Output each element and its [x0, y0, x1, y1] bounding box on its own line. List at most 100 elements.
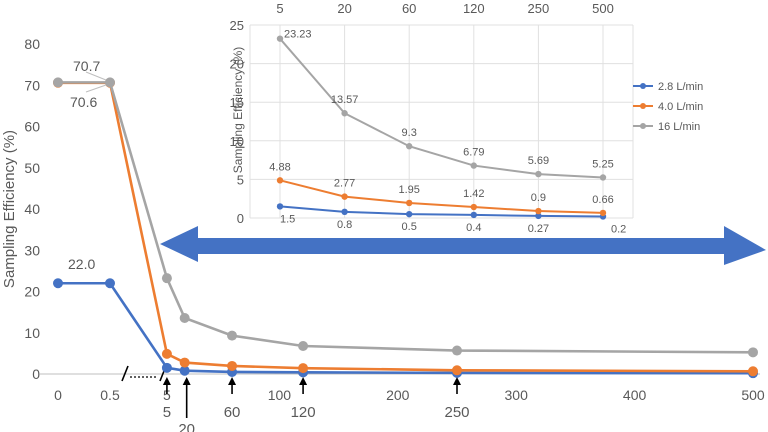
inset-data-label: 0.66	[592, 194, 613, 206]
leader-line	[85, 84, 107, 93]
inset-data-label: 0.5	[402, 221, 417, 233]
inset-y-axis-title: Sampling Efficiency (%)	[231, 47, 245, 174]
inset-x-tick-label: 20	[337, 1, 351, 16]
inset-series-point-0	[341, 208, 348, 216]
x-tick-label: 200	[386, 387, 410, 403]
mark-arrow-label: 5	[163, 404, 171, 421]
series-point-1	[452, 365, 462, 376]
inset-data-label: 0.27	[528, 223, 549, 235]
inset-data-label: 2.77	[334, 178, 355, 190]
inset-series-point-1	[470, 203, 477, 211]
series-line-2	[58, 81, 754, 354]
inset-data-label: 5.69	[528, 155, 549, 167]
inset-data-label: 0.8	[337, 219, 352, 231]
series-line-1	[58, 81, 754, 373]
inset-x-tick-label: 60	[402, 1, 416, 16]
mark-arrow-label: 20	[178, 421, 195, 432]
inset-data-label: 0.2	[611, 223, 626, 235]
series-point-2	[748, 347, 758, 358]
x-tick-label: 0	[54, 387, 62, 403]
mark-arrow-label: 60	[224, 404, 241, 421]
inset-series-point-2	[535, 170, 542, 178]
series-point-0	[161, 362, 172, 373]
inset-series-point-0	[535, 212, 542, 220]
inset-data-label: 1.42	[463, 188, 484, 200]
inset-series-point-0	[470, 211, 477, 219]
mark-arrow-label: 120	[291, 404, 316, 421]
y-tick-label: 10	[24, 325, 40, 341]
inset-data-label: 0.9	[531, 192, 546, 204]
mark-arrow-head	[162, 377, 171, 385]
inset-data-label: 6.79	[463, 147, 484, 159]
inset-x-tick-label: 500	[592, 1, 614, 16]
arrow-body	[160, 226, 766, 265]
series-point-1	[227, 360, 238, 371]
inset-data-label: 9.3	[402, 127, 417, 139]
inset-y-tick-label: 15	[230, 95, 244, 110]
data-label: 70.7	[73, 58, 100, 74]
inset-series-point-2	[341, 110, 348, 117]
mark-arrow-label: 250	[444, 404, 469, 421]
inset-y-tick-label: 5	[237, 172, 244, 187]
inset-series-point-2	[406, 143, 413, 150]
x-tick-label: 100	[268, 387, 292, 403]
inset-series-point-1	[599, 209, 607, 217]
series-point-2	[105, 77, 115, 88]
series-point-1	[298, 363, 309, 374]
series-point-0	[53, 278, 63, 289]
mark-arrow-head	[182, 377, 191, 385]
data-label: 70.6	[70, 94, 97, 110]
series-line-0	[58, 281, 754, 375]
inset-series-line-1	[279, 179, 604, 214]
x-tick-label: 5	[163, 387, 171, 403]
inset-series-point-1	[535, 207, 542, 215]
series-point-2	[298, 340, 309, 351]
inset-series-point-0	[406, 210, 413, 218]
y-tick-label: 30	[24, 242, 40, 258]
inset-data-label: 0.4	[466, 222, 481, 234]
inset-data-label: 1.95	[398, 184, 419, 196]
inset-data-label: 1.5	[280, 213, 295, 225]
legend-swatch-marker	[640, 103, 646, 109]
leader-line	[85, 71, 107, 81]
x-tick-label: 500	[741, 387, 765, 403]
y-tick-label: 60	[24, 119, 40, 135]
series-point-1	[748, 366, 758, 377]
legend-label: 16 L/min	[658, 121, 700, 133]
series-point-2	[53, 77, 63, 88]
inset-y-tick-label: 25	[230, 18, 244, 33]
inset-series-point-1	[406, 199, 413, 207]
series-point-2	[179, 313, 190, 324]
axis-break-slash	[121, 365, 129, 382]
y-tick-label: 70	[24, 77, 40, 93]
inset-y-tick-label: 10	[230, 134, 244, 149]
data-label: 22.0	[68, 256, 95, 272]
y-tick-label: 20	[24, 284, 40, 300]
inset-data-label: 23.23	[284, 29, 312, 41]
inset-y-tick-label: 20	[230, 57, 244, 72]
double-headed-arrow	[160, 226, 766, 265]
legend-swatch-marker	[640, 83, 646, 89]
series-point-2	[161, 273, 172, 284]
series-point-1	[179, 357, 190, 368]
inset-data-label: 5.25	[592, 158, 613, 170]
inset-series-point-0	[276, 203, 284, 210]
inset-series-point-2	[599, 174, 607, 181]
x-tick-label: 0.5	[100, 387, 120, 403]
series-point-0	[105, 278, 115, 289]
inset-series-line-2	[279, 38, 604, 179]
mark-arrow-head	[299, 377, 308, 385]
series-point-2	[452, 345, 462, 356]
mark-arrow-head	[228, 377, 237, 385]
inset-data-label: 4.88	[269, 161, 290, 173]
y-tick-label: 40	[24, 201, 40, 217]
inset-x-tick-label: 120	[463, 1, 485, 16]
series-point-1	[161, 348, 172, 359]
legend-label: 2.8 L/min	[658, 81, 703, 93]
inset-data-label: 13.57	[331, 94, 359, 106]
legend-label: 4.0 L/min	[658, 101, 703, 113]
x-tick-label: 300	[505, 387, 529, 403]
y-tick-label: 80	[24, 36, 40, 52]
series-point-0	[179, 365, 190, 376]
